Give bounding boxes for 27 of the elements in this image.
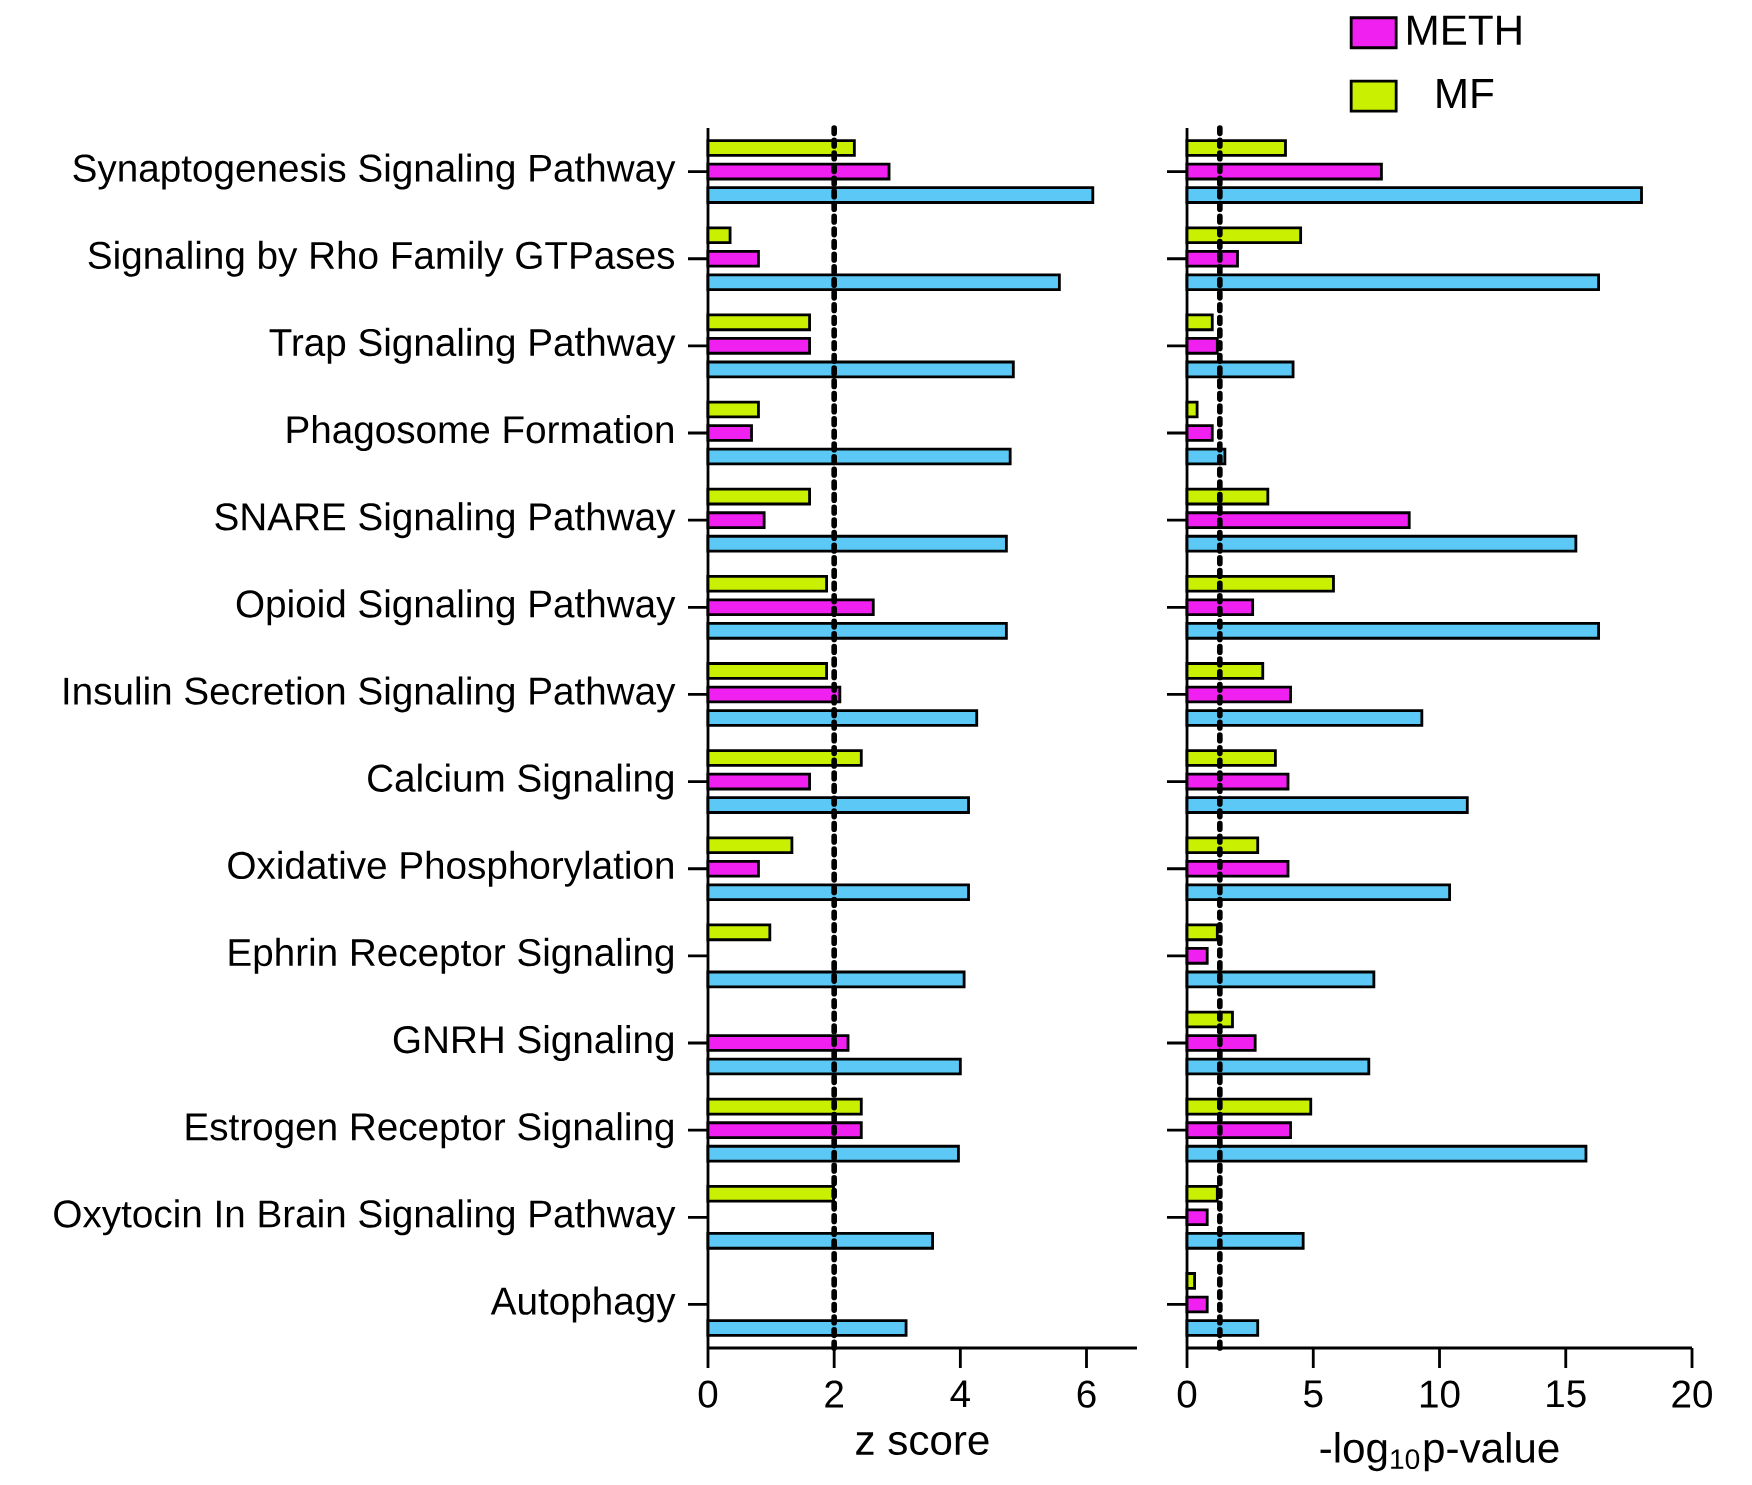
y-tick-label: Oxidative Phosphorylation [228,850,673,887]
x-tick-label: 20 [1672,1380,1712,1408]
x-tick-label: 6 [1077,1380,1096,1408]
y-tick-label: Oxytocin In Brain Signaling Pathway [54,1199,676,1236]
y-tick-label: Trap Signaling Pathway [269,327,676,364]
y-tick-label: Ephrin Receptor Signaling [229,937,673,974]
legend-label: MF [1437,78,1494,108]
x-tick-label: 0 [1177,1380,1197,1408]
x-tick-label: 5 [1304,1380,1323,1408]
y-tick-label: Calcium Signaling [368,763,673,800]
x-tick-label: 4 [950,1380,970,1408]
x-tick-label: 10 [1420,1380,1460,1408]
x-tick-label: 2 [825,1380,843,1408]
x-axis-title: z score [856,1431,989,1456]
x-tick-label: 15 [1547,1380,1586,1408]
y-tick-label: Insulin Secretion Signaling Pathway [64,676,676,713]
y-tick-label: Synaptogenesis Signaling Pathway [73,153,676,190]
y-tick-label: Opioid Signaling Pathway [236,589,676,626]
y-tick-label: SNARE Signaling Pathway [215,502,676,539]
y-tick-label: Signaling by Rho Family GTPases [88,240,675,277]
x-tick-label: 0 [698,1380,718,1408]
y-tick-label: Phagosome Formation [287,415,673,451]
legend-label: METH [1408,15,1521,45]
y-tick-label: Estrogen Receptor Signaling [186,1112,673,1149]
x-axis-title: -log$_{10}$p-value [1320,1431,1559,1472]
y-tick-label: Autophagy [490,1286,676,1323]
y-tick-label: GNRH Signaling [393,1025,674,1061]
